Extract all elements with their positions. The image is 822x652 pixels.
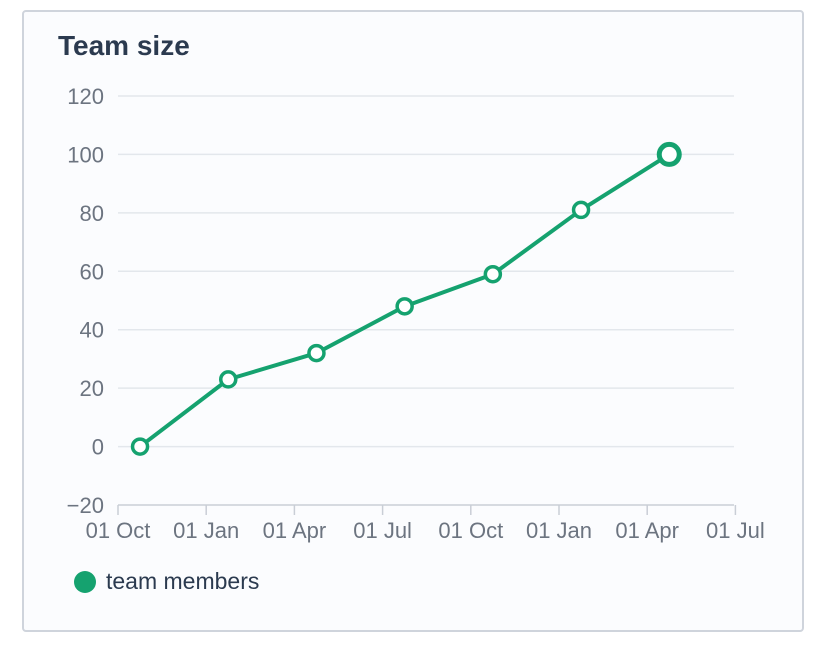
x-tick-label: 01 Oct [86,518,151,543]
x-tick-label: 01 Apr [615,518,679,543]
data-point [219,370,238,389]
x-tick-label: 01 Jul [353,518,412,543]
y-tick-label: 0 [92,435,104,460]
y-tick-label: −20 [67,493,104,518]
y-tick-label: 60 [80,259,104,284]
y-tick-label: 120 [67,84,104,109]
x-tick-label: 01 Jul [706,518,765,543]
chart-card: Team size −20 0 20 40 60 80 100 120 01 Oct 01 Jan… [22,10,804,632]
chart-title: Team size [58,30,190,61]
data-point [483,264,503,284]
x-tick-label: 01 Jan [173,518,239,543]
x-tick-label: 01 Oct [438,518,503,543]
data-point [307,343,326,363]
y-tick-label: 80 [80,201,104,226]
data-point [571,200,591,220]
chart-legend: team members [74,568,259,595]
data-point [656,141,682,167]
x-tick-label: 01 Jan [526,518,592,543]
y-tick-label: 40 [80,318,104,343]
x-tick-label: 01 Apr [263,518,327,543]
data-point [130,437,150,456]
data-point [395,297,414,316]
legend-label-team-members: team members [106,568,260,594]
legend-swatch-team-members[interactable] [74,570,96,593]
team-size-chart: −20 0 20 40 60 80 100 120 01 Oct 01 Jan 01 Apr 01 J… [67,84,765,543]
y-tick-label: 20 [80,376,104,401]
y-tick-label: 100 [67,142,104,167]
